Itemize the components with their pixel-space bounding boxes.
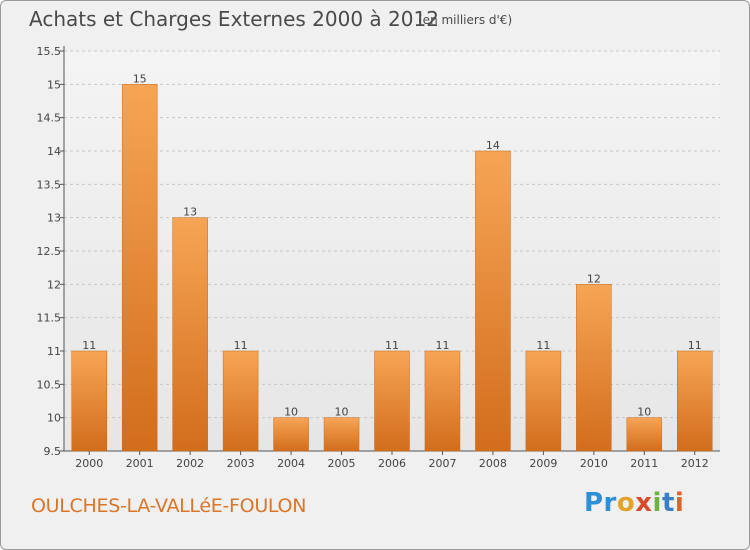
- bar: [424, 350, 461, 452]
- bar: [677, 350, 713, 452]
- x-tick-label: 2001: [126, 457, 154, 470]
- y-tick-label: 14.5: [37, 112, 62, 125]
- y-tick-label: 13: [47, 212, 61, 225]
- x-tick-label: 2006: [378, 457, 406, 470]
- data-label: 10: [637, 406, 651, 419]
- y-tick-label: 9.5: [44, 445, 62, 458]
- y-tick-label: 10.5: [37, 378, 62, 391]
- data-label: 11: [688, 339, 702, 352]
- data-label: 11: [82, 339, 96, 352]
- bar: [374, 350, 410, 452]
- x-tick-label: 2010: [580, 457, 608, 470]
- x-tick-label: 2009: [529, 457, 557, 470]
- data-label: 11: [385, 339, 399, 352]
- logo-part: i: [652, 488, 662, 518]
- y-tick-label: 10: [47, 412, 61, 425]
- data-label: 11: [234, 339, 248, 352]
- data-label: 11: [536, 339, 550, 352]
- data-label: 10: [335, 406, 349, 419]
- y-tick-label: 12: [47, 278, 61, 291]
- x-tick-label: 2004: [277, 457, 305, 470]
- y-tick-label: 15: [47, 78, 61, 91]
- bar: [576, 284, 612, 452]
- y-tick-label: 14: [47, 145, 61, 158]
- bar: [323, 417, 360, 452]
- y-tick-label: 11: [47, 345, 61, 358]
- logo-part: i: [674, 488, 685, 518]
- y-tick-label: 13.5: [37, 178, 62, 191]
- y-tick-label: 15.5: [37, 45, 62, 58]
- chart-unit: (en milliers d'€): [418, 13, 513, 27]
- x-tick-label: 2007: [428, 457, 456, 470]
- data-label: 10: [284, 406, 298, 419]
- bar: [172, 217, 208, 452]
- x-tick-label: 2005: [328, 457, 356, 470]
- bar: [222, 350, 259, 452]
- commune-name: OULCHES-LA-VALLéE-FOULON: [31, 495, 307, 517]
- bar: [121, 84, 158, 452]
- bar: [525, 350, 562, 452]
- logo-part: o: [616, 488, 636, 518]
- x-tick-label: 2000: [75, 457, 103, 470]
- proxiti-logo: Proxiti: [584, 488, 684, 518]
- data-label: 13: [183, 206, 197, 219]
- bar: [475, 150, 511, 452]
- logo-part: Pr: [584, 488, 617, 518]
- x-tick-label: 2008: [479, 457, 507, 470]
- x-tick-label: 2003: [227, 457, 255, 470]
- bar: [273, 417, 309, 452]
- logo-part: x: [635, 488, 653, 518]
- bar: [626, 417, 663, 452]
- data-label: 11: [435, 339, 449, 352]
- data-label: 12: [587, 272, 601, 285]
- y-tick-label: 11.5: [37, 312, 62, 325]
- data-label: 14: [486, 139, 500, 152]
- chart-title: Achats et Charges Externes 2000 à 2012: [29, 7, 439, 31]
- x-tick-label: 2002: [176, 457, 204, 470]
- x-tick-label: 2011: [630, 457, 658, 470]
- bar: [71, 350, 107, 452]
- x-tick-label: 2012: [681, 457, 709, 470]
- logo-part: t: [661, 488, 675, 518]
- y-tick-label: 12.5: [37, 245, 62, 258]
- data-label: 15: [133, 72, 147, 85]
